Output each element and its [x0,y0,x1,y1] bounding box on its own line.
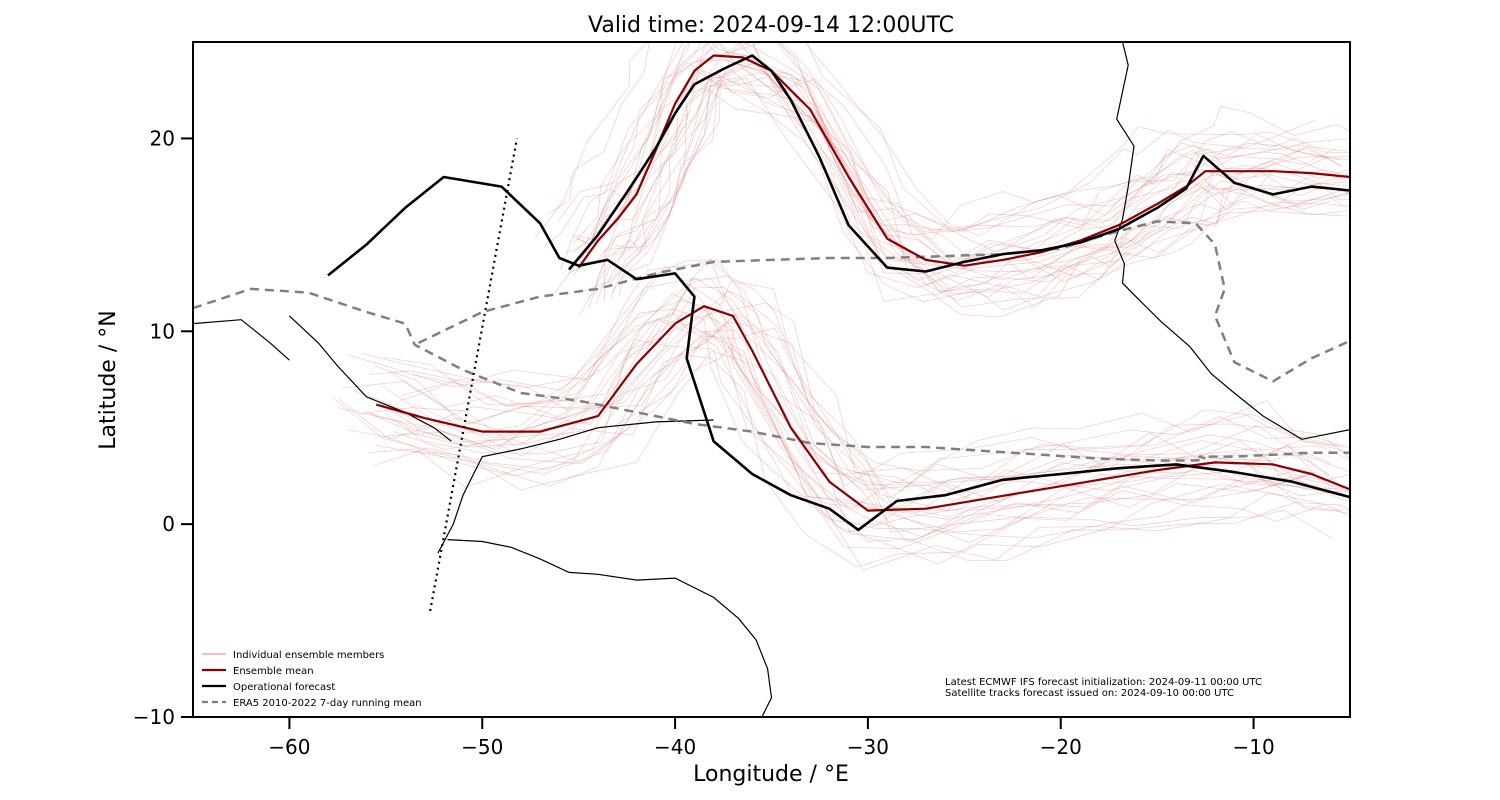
ensemble-member-line [571,42,1342,267]
ensemble-member-line [577,42,1349,256]
ensemble-member-line [337,308,1316,526]
plot-area [193,42,1350,717]
ensemble-member-line [395,322,1350,543]
coastline [193,319,290,361]
y-tick-label: 20 [150,126,175,150]
x-axis-label: Longitude / °E [693,762,849,787]
ensemble-member-line [373,346,1350,571]
satellite-track-layer [429,138,519,612]
ensemble-member-line [388,275,1350,499]
ensemble-member-line [407,327,1350,543]
ensemble-member-line [383,257,1350,472]
ensemble-member-line [337,299,1306,520]
x-tick-label: −60 [268,735,310,759]
x-tick-label: −10 [1232,735,1274,759]
ensemble-member-line [604,57,1350,302]
ensemble-member-line [354,293,1335,510]
coastline [437,419,714,554]
annotation-block: Latest ECMWF IFS forecast initialization… [945,677,1262,699]
era5-mean-line [418,220,1350,383]
ensemble-member-line [393,313,1350,533]
x-tick-label: −50 [461,735,503,759]
ensemble-member-line [584,69,1350,296]
coastline [447,539,773,717]
legend-label: Operational forecast [233,682,335,693]
ensemble-member-line [380,332,1350,565]
ensemble-member-line [568,64,1350,274]
y-tick-label: 0 [162,512,175,536]
ensemble-members-layer [331,42,1350,571]
ensemble-member-line [574,42,1341,243]
y-tick-label: −10 [133,705,175,729]
series-layer [193,54,1350,532]
ensemble-member-line [619,71,1350,308]
ensemble-member-line [588,85,1350,311]
legend-label: ERA5 2010-2022 7-day running mean [233,698,422,709]
legend-label: Ensemble mean [233,666,314,677]
ensemble-member-line [368,353,1333,568]
era5-mean-line [193,287,1350,462]
ensemble-member-line [547,42,1305,241]
ensemble-member-line [611,75,1350,302]
x-tick-label: −40 [654,735,696,759]
annotation-satellite-tracks: Satellite tracks forecast issued on: 202… [945,688,1234,699]
ensemble-member-line [342,278,1330,494]
ensemble-member-line [331,312,1317,513]
coastline [1114,42,1135,241]
ensemble-member-line [381,290,1350,518]
ensemble-member-line [604,42,1350,232]
ensemble-member-line [413,311,1350,533]
ensemble-member-line [385,314,1346,538]
ensemble-member-line [375,330,1350,539]
ensemble-member-line [607,66,1350,285]
operational-forecast-line [327,175,1350,532]
ensemble-member-line [369,259,1344,484]
ensemble-member-line [566,52,1342,269]
ensemble-member-line [558,42,1347,236]
ensemble-member-line [578,59,1350,280]
x-tick-label: −20 [1040,735,1082,759]
coastline-layer [193,42,1350,717]
ensemble-member-line [554,70,1332,294]
ensemble-member-line [615,42,1350,264]
ensemble-member-line [362,259,1339,487]
operational-forecast-line [568,54,1350,273]
satellite-track [429,138,519,612]
ensemble-member-line [572,42,1348,254]
ensemble-member-line [594,77,1346,308]
annotation-initialization: Latest ECMWF IFS forecast initialization… [945,677,1262,688]
x-axis: −60 −50 −40 −30 −20 −10 [268,717,1275,759]
y-tick-label: 10 [150,319,175,343]
ensemble-member-line [374,276,1332,491]
ensemble-member-line [534,42,1316,239]
ensemble-member-line [346,265,1309,492]
legend-label: Individual ensemble members [233,650,384,661]
ensemble-member-line [543,42,1326,262]
ensemble-member-line [560,42,1343,271]
coastline [1114,240,1350,440]
ensemble-member-line [369,307,1339,500]
legend: Individual ensemble members Ensemble mean… [202,650,422,709]
ensemble-member-line [349,339,1323,550]
coastline [288,315,452,442]
x-tick-label: −30 [847,735,889,759]
chart-title: Valid time: 2024-09-14 12:00UTC [588,13,954,38]
plot-frame [192,41,1351,718]
ensemble-member-line [579,88,1350,318]
ensemble-member-line [401,280,1350,501]
ensemble-member-line [587,62,1350,300]
ensemble-member-line [411,350,1350,561]
y-axis: −10 0 10 20 [133,126,193,729]
y-axis-label: Latitude / °N [96,310,121,449]
